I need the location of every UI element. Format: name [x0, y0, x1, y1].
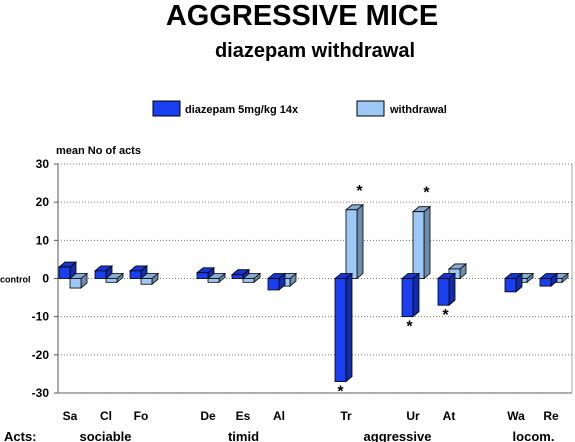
bar-diazepam-Fo — [128, 265, 149, 280]
y-tick-label: 0 — [42, 272, 49, 286]
legend-label-withdrawal: withdrawal — [389, 104, 447, 116]
group-label-locom: locom. — [513, 429, 555, 442]
y-tick-label: 20 — [36, 195, 50, 209]
legend-swatch-diazepam — [152, 100, 181, 117]
bar-withdrawal-Ur-side — [423, 205, 431, 280]
bar-diazepam-Tr — [333, 272, 354, 383]
bar-withdrawal-Ur — [411, 205, 432, 280]
bar-withdrawal-Tr — [344, 203, 365, 280]
x-tick-label-Ur: Ur — [406, 409, 420, 423]
bar-diazepam-Al — [266, 272, 287, 291]
significance-star-withdrawal-Tr: * — [356, 183, 363, 200]
bar-withdrawal-Sa-front — [69, 278, 82, 289]
bar-diazepam-Ur-front — [401, 278, 414, 318]
bar-diazepam-Es — [230, 268, 251, 280]
x-tick-label-Fo: Fo — [134, 409, 149, 423]
x-tick-label-Sa: Sa — [63, 409, 78, 423]
bar-withdrawal-Tr-side — [356, 203, 364, 280]
bar-diazepam-Cl-front — [94, 270, 107, 279]
significance-star-diazepam-Ur: * — [406, 319, 413, 336]
legend: diazepam 5mg/kg 14x withdrawal — [152, 100, 447, 117]
bar-diazepam-Wa-front — [504, 278, 517, 293]
bar-diazepam-Al-front — [267, 278, 280, 291]
significance-star-diazepam-At: * — [442, 307, 449, 324]
x-tick-label-Es: Es — [236, 409, 251, 423]
bar-withdrawal-Es-front — [242, 278, 255, 283]
chart-subtitle: diazepam withdrawal — [215, 40, 415, 62]
y-tick-label: -10 — [32, 310, 50, 324]
bar-withdrawal-Cl — [104, 272, 125, 284]
group-label-timid: timid — [228, 429, 259, 442]
bar-diazepam-At — [436, 272, 457, 307]
baseline-label: control — [0, 275, 31, 285]
x-tick-label-Tr: Tr — [340, 409, 352, 423]
plot-area: 30 20 10 0 -10 -20 -30 control Sa Cl Fo De Es Al * * Tr *… — [0, 157, 573, 442]
bar-withdrawal-Tr-front — [345, 209, 358, 279]
y-tick-label: -20 — [32, 348, 50, 362]
group-label-sociable: sociable — [79, 429, 131, 442]
bar-withdrawal-Cl-front — [105, 278, 118, 283]
bar-withdrawal-De-front — [207, 278, 220, 283]
group-label-aggressive: aggressive — [364, 429, 432, 442]
bar-diazepam-Sa — [57, 261, 78, 280]
bar-diazepam-Wa — [503, 272, 524, 293]
bar-diazepam-De — [195, 266, 216, 280]
groups-label: Acts: — [4, 429, 37, 442]
bar-diazepam-De-front — [196, 272, 209, 279]
bar-diazepam-At-front — [437, 278, 450, 306]
bar-diazepam-Sa-front — [58, 266, 71, 279]
bar-diazepam-Tr-front — [334, 278, 347, 382]
x-tick-label-Cl: Cl — [100, 409, 112, 423]
bar-diazepam-Tr-side — [345, 272, 353, 383]
y-axis-label: mean No of acts — [56, 145, 141, 157]
bar-diazepam-Ur-side — [412, 272, 420, 318]
bar-diazepam-Fo-front — [129, 270, 142, 279]
legend-label-diazepam: diazepam 5mg/kg 14x — [185, 104, 299, 116]
x-tick-label-At: At — [443, 409, 456, 423]
bar-diazepam-Es-front — [231, 274, 244, 279]
legend-swatch-withdrawal — [356, 100, 385, 117]
significance-star-diazepam-Tr: * — [337, 384, 344, 401]
bar-diazepam-Ur — [400, 272, 421, 318]
bar-withdrawal-Fo-front — [140, 278, 153, 285]
x-tick-label-Al: Al — [273, 409, 285, 423]
bar-diazepam-Re — [538, 272, 559, 287]
significance-star-withdrawal-Ur: * — [423, 185, 430, 202]
bar-diazepam-Re-front — [539, 278, 552, 287]
x-tick-label-Re: Re — [543, 409, 559, 423]
x-tick-label-Wa: Wa — [507, 409, 525, 423]
bar-diazepam-Cl — [93, 265, 114, 280]
bar-withdrawal-Ur-front — [412, 211, 425, 279]
x-tick-label-De: De — [200, 409, 216, 423]
y-tick-label: 30 — [36, 157, 50, 171]
y-tick-label: -30 — [32, 386, 50, 400]
chart-title: AGGRESSIVE MICE — [166, 0, 438, 32]
y-tick-label: 10 — [36, 233, 50, 247]
bar-withdrawal-De — [206, 272, 227, 284]
